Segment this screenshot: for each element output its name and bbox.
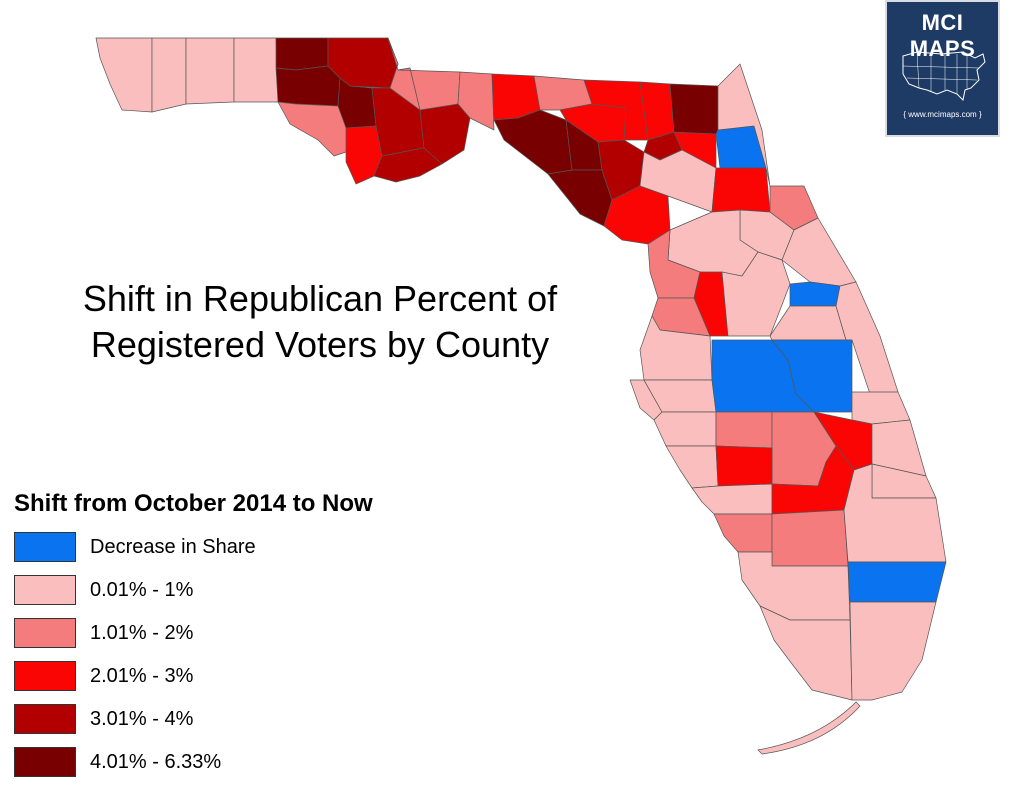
legend-item-c4: 3.01% - 4% xyxy=(14,702,193,736)
logo-name: MCI MAPS xyxy=(909,10,976,61)
county-lake xyxy=(721,251,791,337)
map-title-line-2: Registered Voters by County xyxy=(90,324,550,365)
legend-label: Decrease in Share xyxy=(90,535,256,558)
legend-swatch xyxy=(14,575,76,605)
legend-label: 1.01% - 2% xyxy=(90,621,194,644)
legend-label: 0.01% - 1% xyxy=(90,578,194,601)
legend-swatch xyxy=(14,618,76,648)
map-title: Shift in Republican Percent of Registere… xyxy=(20,276,620,368)
county-okaloosa xyxy=(185,37,235,105)
county-escambia xyxy=(95,37,153,113)
counties-layer xyxy=(95,37,947,701)
county-desoto xyxy=(715,445,773,487)
legend-item-c2: 1.01% - 2% xyxy=(14,616,193,650)
county-manatee xyxy=(653,411,717,447)
county-dixie xyxy=(547,169,613,227)
map-title-line-1: Shift in Republican Percent of xyxy=(82,278,558,319)
mci-maps-logo: MCI MAPS { www.mcimaps.com } xyxy=(885,0,1000,137)
legend-label: 4.01% - 6.33% xyxy=(90,750,222,773)
legend-swatch xyxy=(14,661,76,691)
county-walton xyxy=(233,37,279,103)
county-bay xyxy=(277,101,349,157)
legend-label: 3.01% - 4% xyxy=(90,707,194,730)
county-nassau xyxy=(669,83,719,135)
legend-title: Shift from October 2014 to Now xyxy=(14,490,373,517)
county-sarasota xyxy=(665,445,719,489)
county-charlotte xyxy=(691,483,773,515)
county-hardee xyxy=(715,411,773,449)
county-broward xyxy=(847,561,947,603)
legend-item-c5: 4.01% - 6.33% xyxy=(14,745,221,779)
legend-swatch xyxy=(14,704,76,734)
county-clay xyxy=(711,167,771,213)
county-seminole xyxy=(789,281,841,307)
county-indian-river xyxy=(851,391,911,425)
county-taylor xyxy=(493,109,573,175)
logo-url: { www.mcimaps.com } xyxy=(903,110,982,119)
county-st-johns xyxy=(717,63,771,187)
county-holmes xyxy=(275,37,329,71)
county-jefferson xyxy=(457,71,495,131)
florida-keys xyxy=(757,701,861,755)
county-osceola xyxy=(771,339,853,413)
county-monroe xyxy=(759,605,853,701)
legend-item-c3: 2.01% - 3% xyxy=(14,659,193,693)
legend-item-c1: 0.01% - 1% xyxy=(14,573,193,607)
legend-item-decrease: Decrease in Share xyxy=(14,530,256,564)
us-map-icon xyxy=(902,51,986,102)
legend-swatch xyxy=(14,747,76,777)
legend-label: 2.01% - 3% xyxy=(90,664,194,687)
county-santa-rosa xyxy=(151,37,187,113)
legend-swatch xyxy=(14,532,76,562)
county-miami-dade xyxy=(849,601,937,701)
county-hamilton xyxy=(533,75,593,111)
county-orange xyxy=(769,305,847,341)
county-hendry xyxy=(771,509,849,567)
county-sumter xyxy=(693,271,729,337)
county-lee xyxy=(713,513,773,553)
county-washington xyxy=(275,65,341,107)
